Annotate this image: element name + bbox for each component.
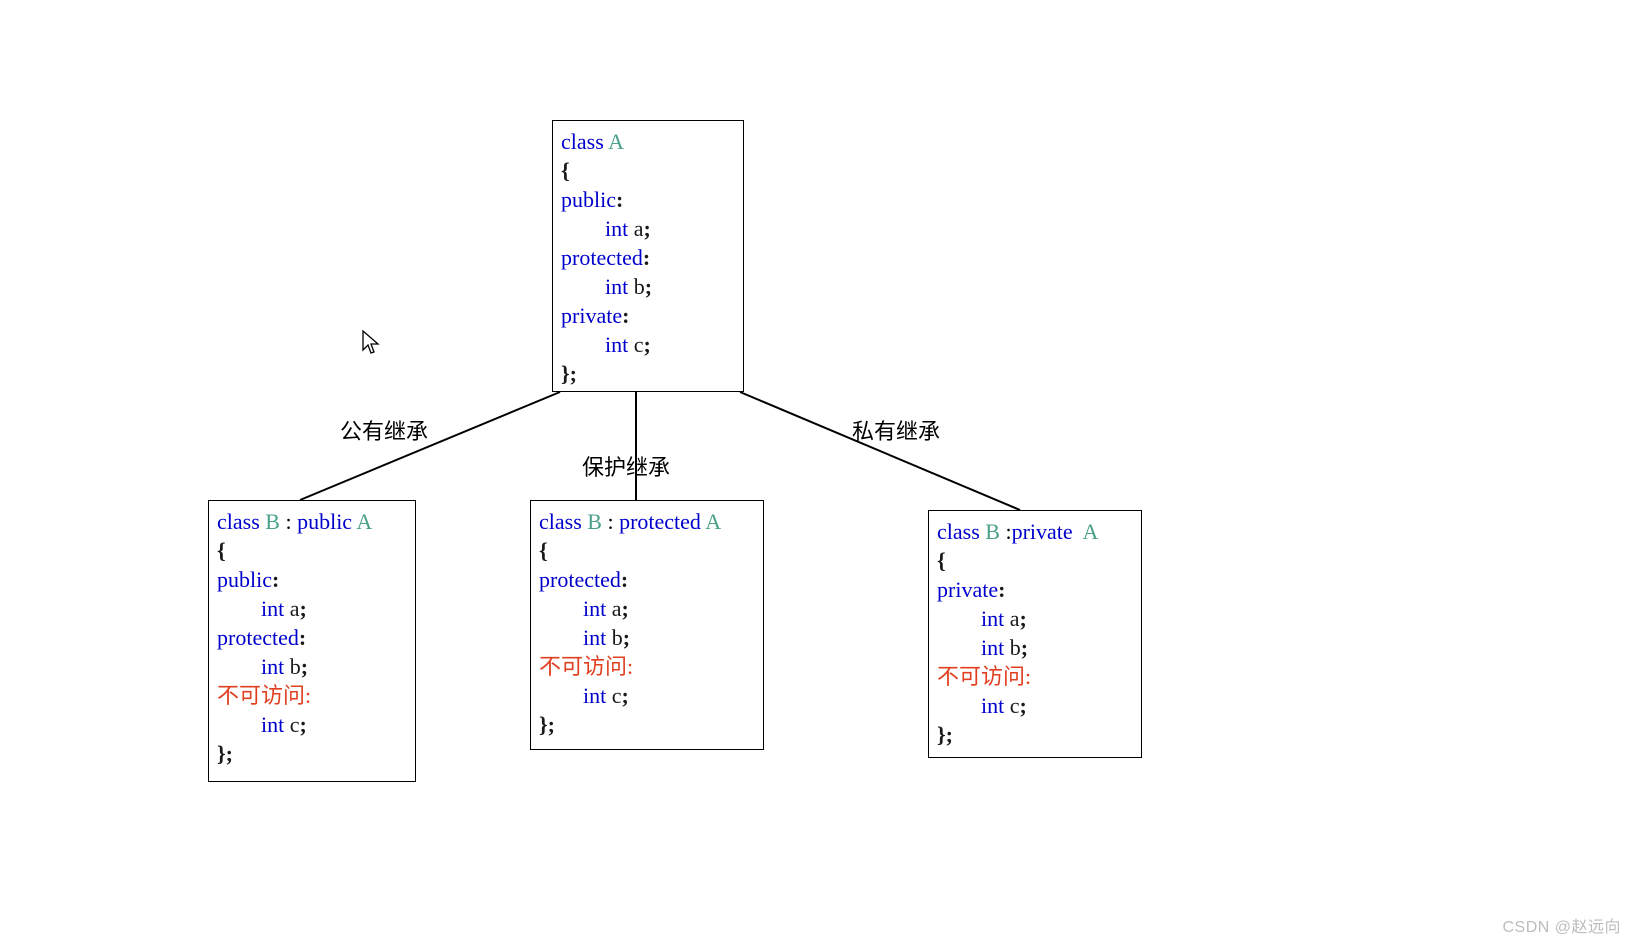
member-b: b	[634, 274, 645, 299]
keyword-int: int	[605, 274, 628, 299]
code-line: int b;	[217, 652, 407, 681]
keyword-int: int	[605, 216, 628, 241]
member-c: c	[634, 332, 644, 357]
code-line: int a;	[217, 594, 407, 623]
code-line: class B :private A	[937, 517, 1133, 546]
code-line: int b;	[561, 272, 735, 301]
edge-public	[300, 392, 560, 500]
edge-label-protected: 保护继承	[582, 450, 670, 482]
inaccessible-label: 不可访问	[217, 683, 305, 708]
keyword-protected: protected	[561, 245, 643, 270]
edge-label-private: 私有继承	[852, 414, 940, 446]
code-line: int c;	[539, 681, 755, 710]
brace-close: };	[561, 359, 735, 388]
node-class-b-protected: class B : protected A { protected: int a…	[530, 500, 764, 750]
cursor-icon	[362, 330, 380, 356]
code-line: int a;	[937, 604, 1133, 633]
code-line: 不可访问:	[217, 681, 407, 710]
watermark: CSDN @赵远向	[1502, 913, 1621, 937]
keyword-class: class	[561, 129, 604, 154]
code-line: private:	[561, 301, 735, 330]
edge-private	[740, 392, 1020, 510]
class-name-a: A	[608, 129, 624, 154]
keyword-private: private	[561, 303, 622, 328]
code-line: protected:	[539, 565, 755, 594]
code-line: private:	[937, 575, 1133, 604]
code-line: public:	[561, 185, 735, 214]
code-line: int c;	[217, 710, 407, 739]
node-class-b-private: class B :private A { private: int a; int…	[928, 510, 1142, 758]
code-line: class B : protected A	[539, 507, 755, 536]
code-line: int c;	[561, 330, 735, 359]
code-line: int a;	[561, 214, 735, 243]
edge-layer	[0, 0, 1635, 945]
keyword-public: public	[561, 187, 616, 212]
code-line: 不可访问:	[937, 662, 1133, 691]
brace-open: {	[561, 156, 735, 185]
code-line: int c;	[937, 691, 1133, 720]
member-a: a	[634, 216, 644, 241]
diagram-canvas: class A { public: int a; protected: int …	[0, 0, 1635, 945]
code-line: 不可访问:	[539, 652, 755, 681]
node-class-b-public: class B : public A { public: int a; prot…	[208, 500, 416, 782]
code-line: int b;	[539, 623, 755, 652]
code-line: protected:	[217, 623, 407, 652]
code-line: protected:	[561, 243, 735, 272]
code-line: int a;	[539, 594, 755, 623]
code-line: int b;	[937, 633, 1133, 662]
code-line: public:	[217, 565, 407, 594]
node-class-a: class A { public: int a; protected: int …	[552, 120, 744, 392]
code-line: class A	[561, 127, 735, 156]
edge-label-public: 公有继承	[340, 414, 428, 446]
code-line: class B : public A	[217, 507, 407, 536]
keyword-int: int	[605, 332, 628, 357]
